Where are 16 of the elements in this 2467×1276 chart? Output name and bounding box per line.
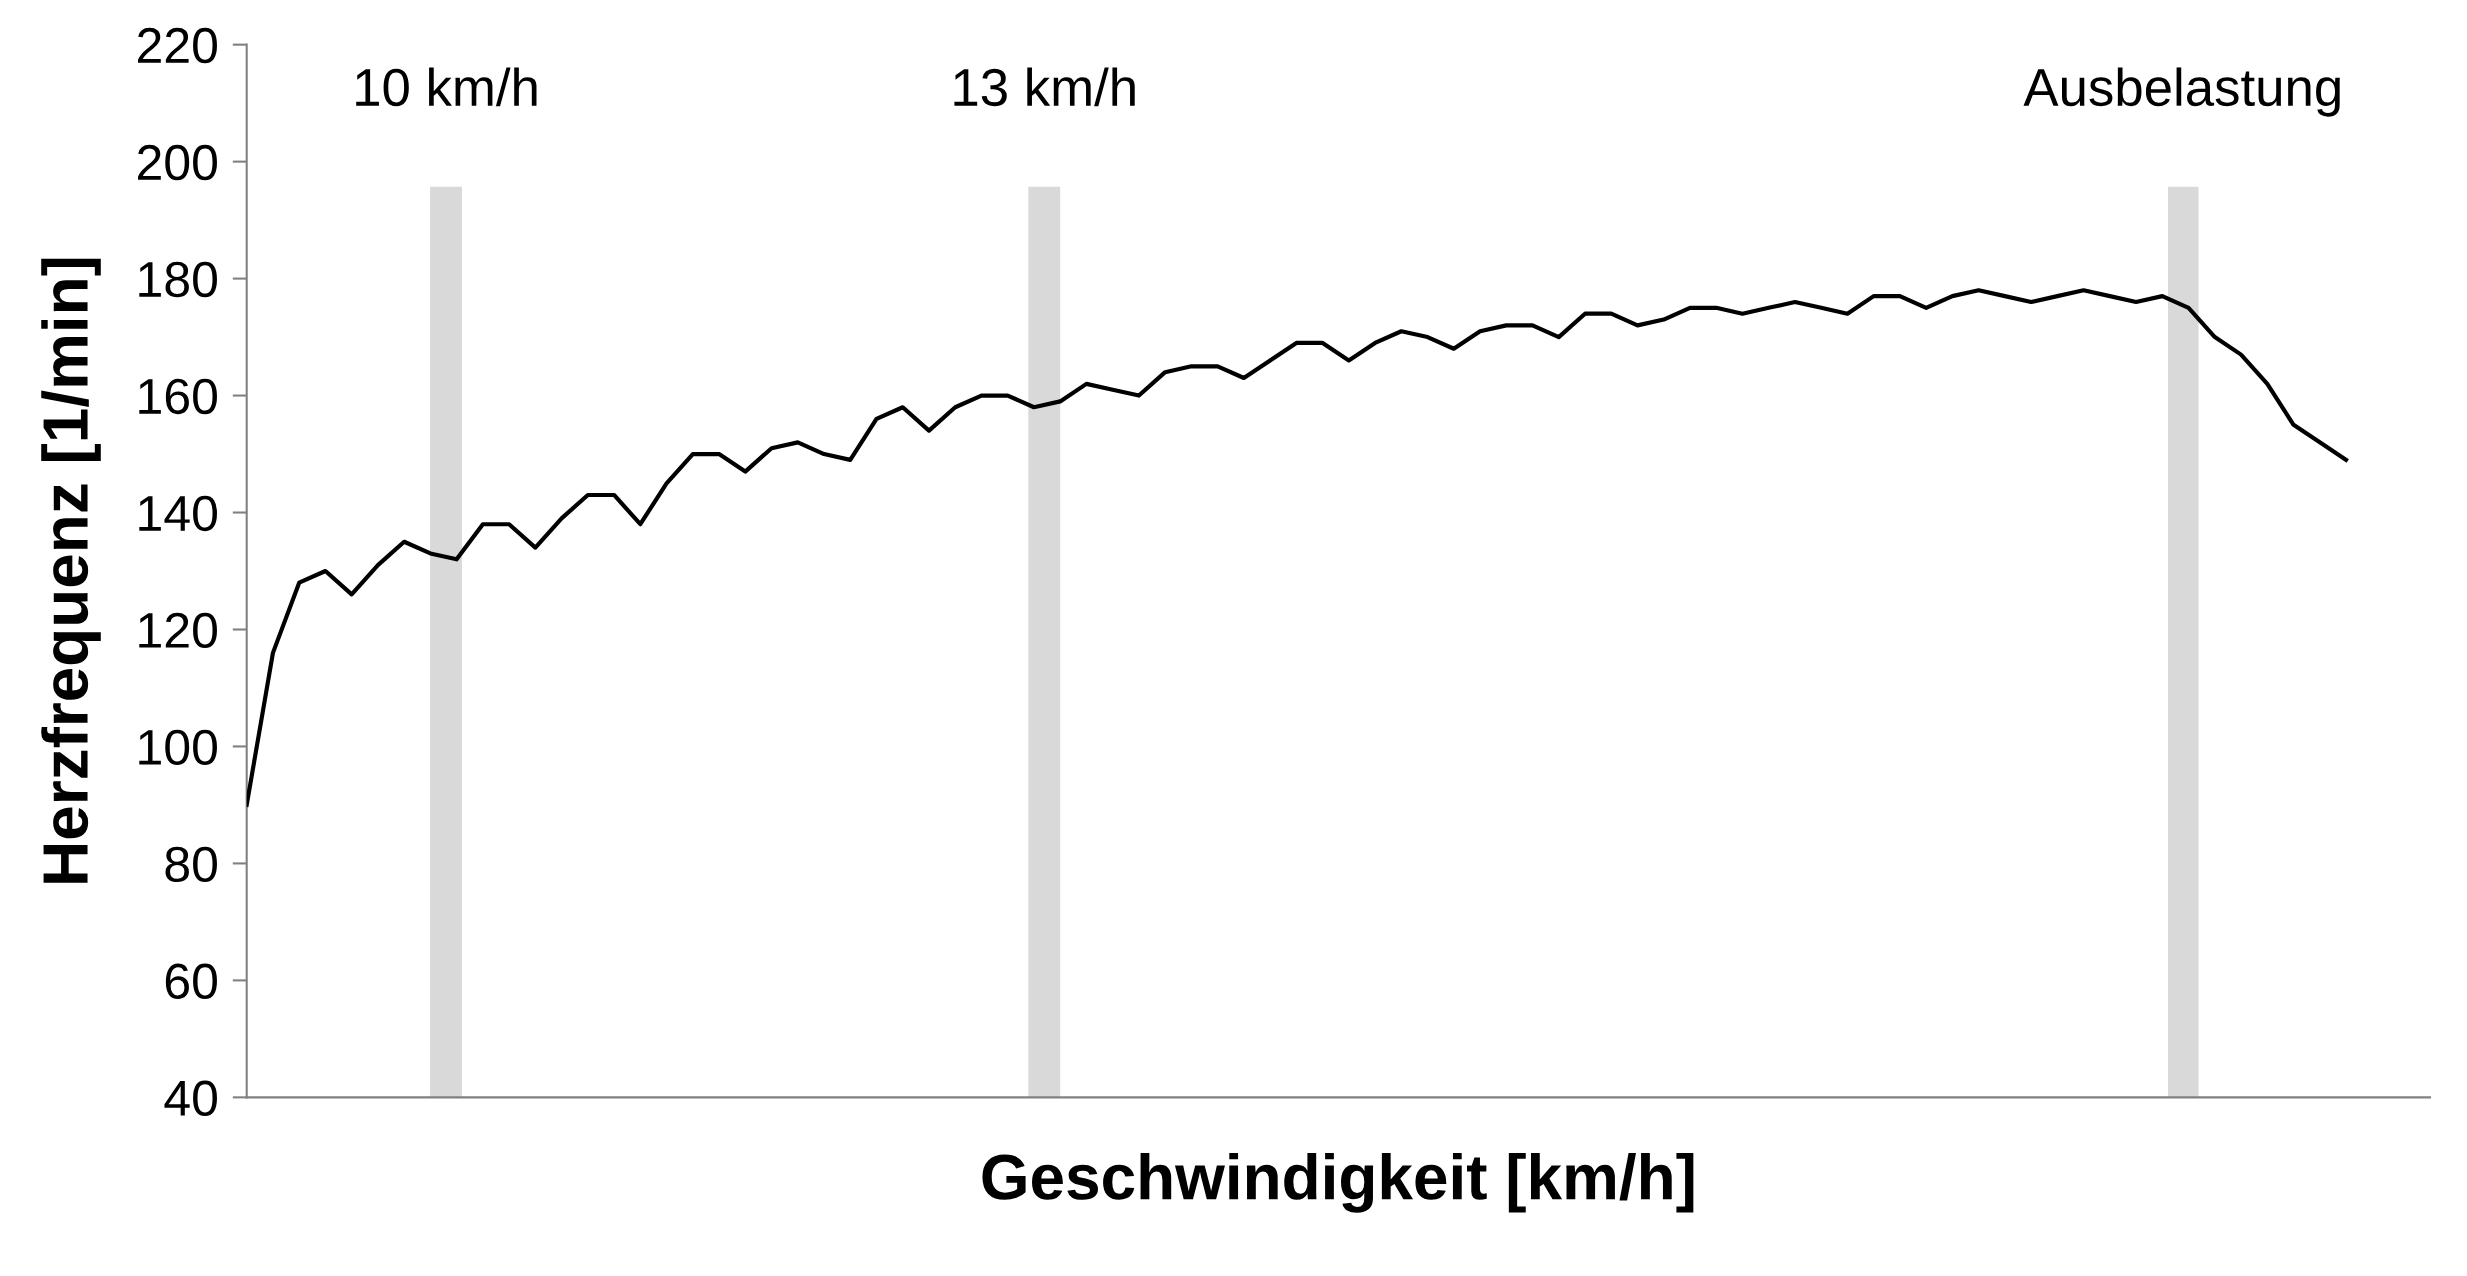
y-tick-label: 160 bbox=[139, 378, 217, 415]
x-axis-title: Geschwindigkeit [km/h] bbox=[982, 1152, 1694, 1213]
annotation: Ausbelastung bbox=[2023, 67, 2340, 117]
y-tick-label: 180 bbox=[139, 261, 217, 298]
annotation: 10 km/h bbox=[356, 67, 537, 107]
y-tick-label: 200 bbox=[138, 144, 217, 181]
y-tick-label: 220 bbox=[138, 27, 217, 64]
y-tick-label: 80 bbox=[165, 846, 217, 883]
y-tick-label: 120 bbox=[139, 612, 217, 649]
y-tick-label: 140 bbox=[139, 495, 217, 532]
annotation: 13 km/h bbox=[954, 67, 1135, 107]
y-tick-label: 60 bbox=[165, 963, 217, 999]
y-tick-label: 100 bbox=[139, 729, 217, 766]
y-tick-label: 40 bbox=[164, 1080, 217, 1116]
line-series bbox=[246, 288, 2349, 808]
y-axis-title: Herzfrequenz [1/min] bbox=[41, 258, 101, 883]
